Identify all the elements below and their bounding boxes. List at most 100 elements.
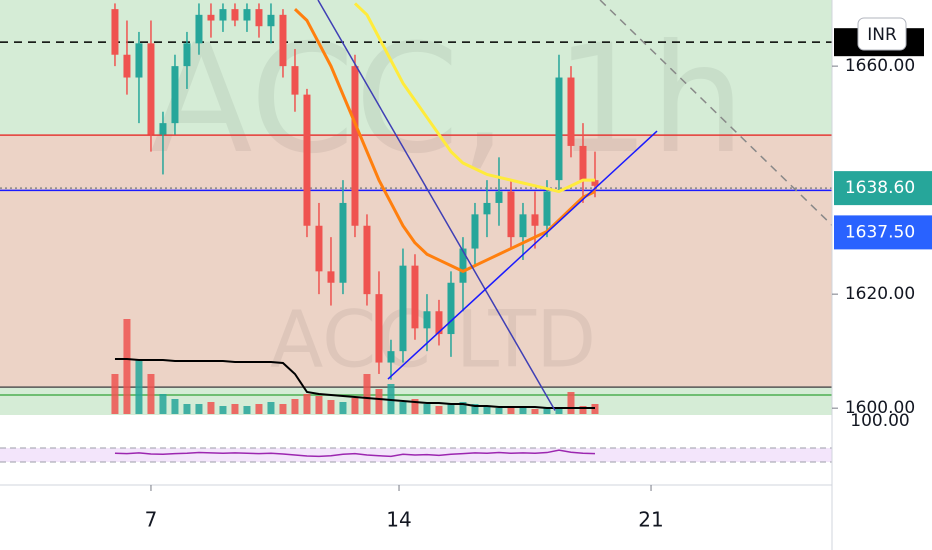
volume-bar xyxy=(351,398,359,414)
candle-body xyxy=(435,311,443,335)
axes: 1600.00 1620.00 1660.00 100.00 1638.60 1637.5… xyxy=(145,28,932,532)
volume-bar xyxy=(555,409,563,414)
pane-separator xyxy=(0,415,932,420)
volume-bar xyxy=(411,399,419,414)
candle-body xyxy=(495,191,503,203)
currency-label[interactable]: INR xyxy=(867,25,897,45)
volume-bar xyxy=(495,408,503,414)
y-tick-label: 1660.00 xyxy=(845,56,915,76)
candle-body xyxy=(555,77,563,181)
candle-body xyxy=(171,66,179,124)
x-tick-label: 7 xyxy=(145,508,158,532)
volume-bar xyxy=(579,406,587,414)
candle-body xyxy=(327,271,335,283)
candle-body xyxy=(507,191,515,238)
trendline xyxy=(317,0,556,411)
volume xyxy=(111,319,599,414)
candle-body xyxy=(147,43,155,135)
zones xyxy=(0,0,832,415)
volume-bar xyxy=(447,404,455,414)
currency-button[interactable]: INR xyxy=(857,17,907,51)
volume-bar xyxy=(399,402,407,414)
candle-body xyxy=(387,351,395,363)
moving-average xyxy=(353,2,595,194)
candle-body xyxy=(279,14,287,67)
volume-bar xyxy=(147,374,155,414)
volume-bar xyxy=(327,400,335,414)
candles xyxy=(111,3,599,380)
candle-body xyxy=(423,311,431,329)
volume-bar xyxy=(483,406,491,414)
volume-bar xyxy=(183,404,191,414)
volume-bar xyxy=(267,402,275,414)
candle-body xyxy=(543,191,551,226)
candle-body xyxy=(471,214,479,249)
volume-bar xyxy=(339,402,347,414)
volume-bar xyxy=(423,404,431,414)
volume-bar xyxy=(459,402,467,414)
candle-body xyxy=(303,94,311,226)
volume-bar xyxy=(363,374,371,414)
watermark-subtitle: ACC LTD xyxy=(270,295,596,385)
zone xyxy=(0,135,832,388)
volume-bar xyxy=(435,406,443,414)
candle-body xyxy=(267,14,275,27)
candle-body xyxy=(411,265,419,329)
volume-bar xyxy=(159,394,167,414)
volume-bar xyxy=(303,394,311,414)
trendline xyxy=(599,0,833,226)
rsi-line xyxy=(114,449,596,458)
y-tick-label: 1600.00 xyxy=(845,398,915,418)
candle-body xyxy=(459,248,467,283)
volume-bar xyxy=(471,404,479,414)
volume-bar xyxy=(123,319,131,414)
price-label-box xyxy=(834,171,932,206)
volume-bar xyxy=(135,359,143,414)
volume-bar xyxy=(279,404,287,414)
x-tick-label: 21 xyxy=(638,508,663,532)
volume-bar xyxy=(111,374,119,414)
candle-body xyxy=(159,123,167,135)
volume-bar xyxy=(171,399,179,414)
price-label: 1638.60 xyxy=(845,178,915,198)
moving-average xyxy=(293,8,596,273)
candle-body xyxy=(399,265,407,352)
candle-body xyxy=(111,9,119,55)
volume-bar xyxy=(255,404,263,414)
candle-body xyxy=(243,9,251,21)
candle-body xyxy=(567,77,575,146)
watermark: ACC, 1h ACC LTD xyxy=(150,13,745,385)
candle-body xyxy=(351,66,359,226)
volume-ma xyxy=(114,358,595,409)
x-tick-label: 14 xyxy=(386,508,411,532)
candle-body xyxy=(579,145,587,181)
volume-bar xyxy=(507,406,515,414)
candle-body xyxy=(123,54,131,78)
candle-body xyxy=(315,225,323,272)
volume-bar xyxy=(519,408,527,414)
candle-body xyxy=(183,43,191,67)
volume-bar xyxy=(291,399,299,414)
currency-button-box[interactable] xyxy=(857,17,907,51)
volume-bar xyxy=(315,396,323,414)
volume-bar xyxy=(207,402,215,414)
volume-bar xyxy=(195,404,203,414)
volume-bar xyxy=(567,392,575,414)
candle-body xyxy=(135,43,143,78)
trendline xyxy=(387,130,658,380)
candle-body xyxy=(231,9,239,21)
price-label: 1637.50 xyxy=(845,222,915,242)
candle-body xyxy=(531,214,539,226)
volume-bar xyxy=(231,404,239,414)
candle-body xyxy=(207,14,215,21)
candle-body xyxy=(291,66,299,95)
volume-bar xyxy=(243,406,251,414)
candle-body xyxy=(483,202,491,215)
rsi-pane xyxy=(0,447,832,463)
candle-body xyxy=(519,214,527,238)
lines xyxy=(293,0,833,411)
volume-bar xyxy=(219,406,227,414)
candle-body xyxy=(195,14,203,44)
